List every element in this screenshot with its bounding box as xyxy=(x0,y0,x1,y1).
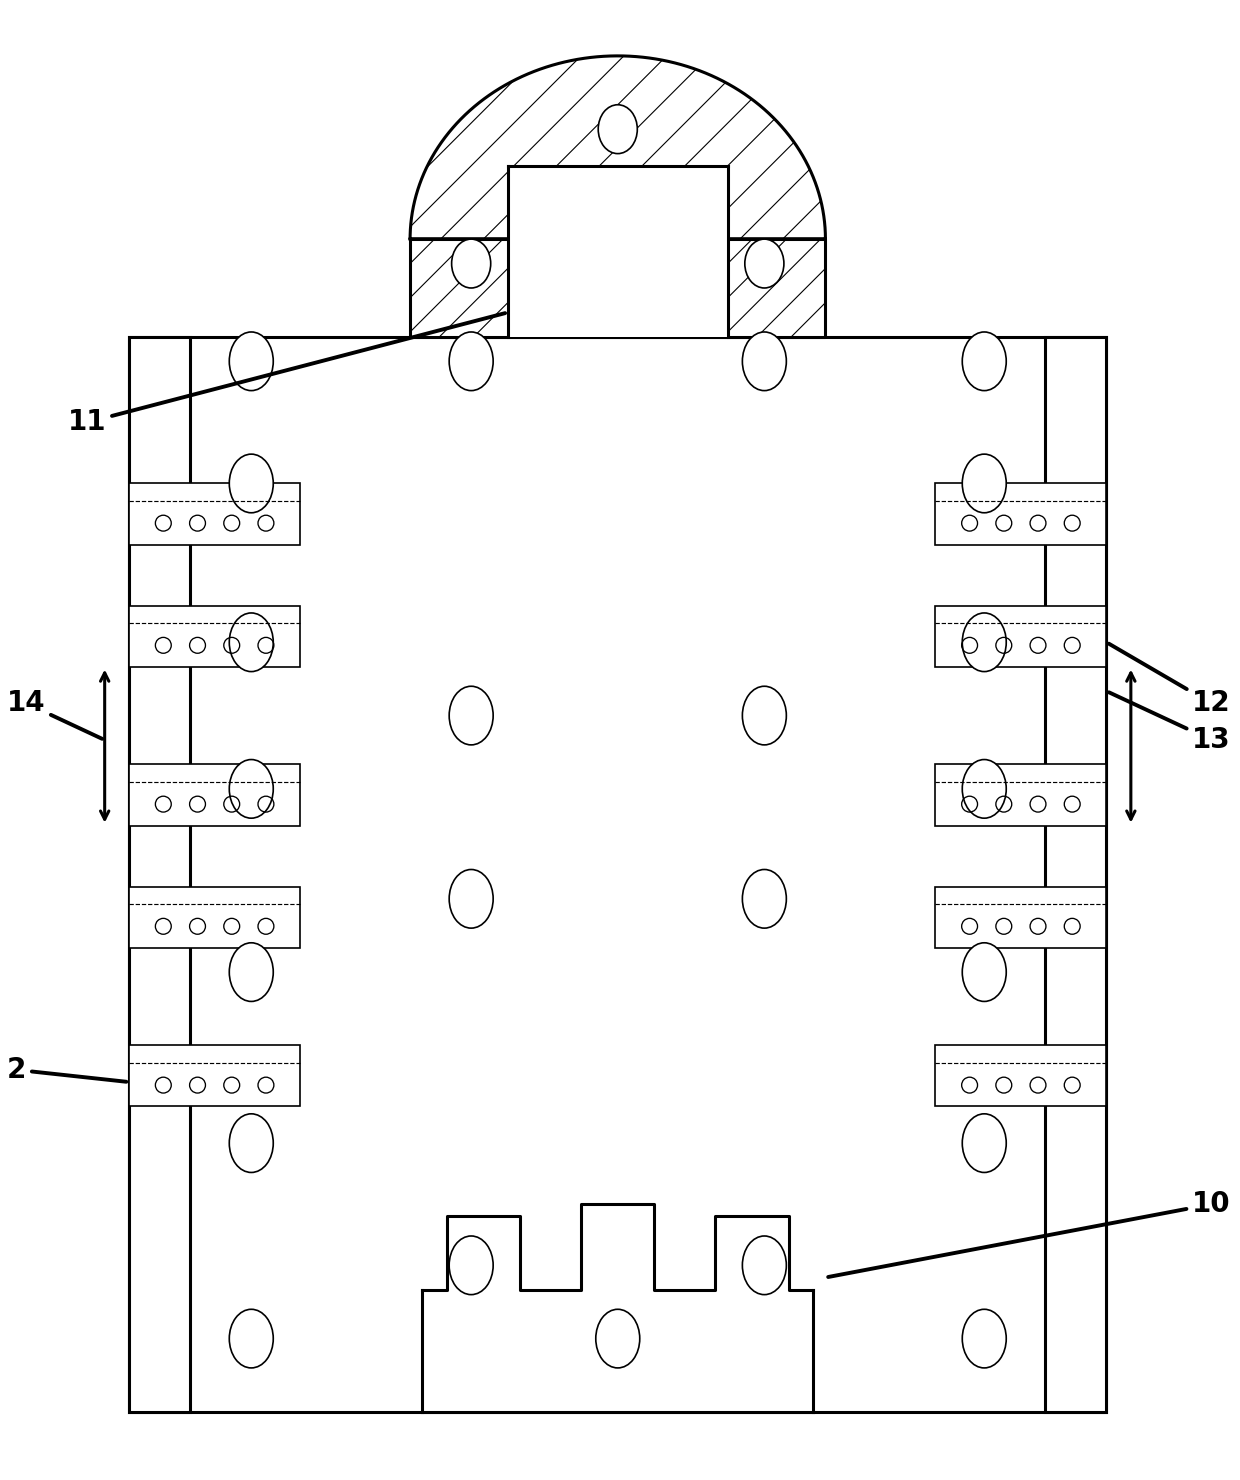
Text: 11: 11 xyxy=(68,314,505,437)
Ellipse shape xyxy=(229,332,273,391)
Text: 13: 13 xyxy=(1109,693,1230,753)
Ellipse shape xyxy=(451,240,491,289)
Bar xyxy=(935,484,1106,545)
Text: 10: 10 xyxy=(828,1190,1230,1277)
Bar xyxy=(582,1289,655,1326)
Bar xyxy=(129,605,300,666)
Text: 2: 2 xyxy=(7,1055,126,1083)
Bar xyxy=(715,1289,789,1338)
Ellipse shape xyxy=(449,1236,494,1295)
Bar xyxy=(129,887,300,947)
Ellipse shape xyxy=(229,1310,273,1368)
Bar xyxy=(935,887,1106,947)
Bar xyxy=(129,1045,300,1107)
Bar xyxy=(129,765,300,826)
Bar xyxy=(129,1045,300,1107)
Ellipse shape xyxy=(962,759,1006,818)
Bar xyxy=(508,166,728,337)
Ellipse shape xyxy=(962,943,1006,1002)
Polygon shape xyxy=(410,56,826,240)
Bar xyxy=(935,605,1106,666)
Ellipse shape xyxy=(595,1310,640,1368)
Bar xyxy=(423,1289,813,1412)
Bar xyxy=(129,484,300,545)
Bar xyxy=(410,240,826,337)
Bar xyxy=(129,887,300,947)
Bar xyxy=(129,337,1106,1412)
Ellipse shape xyxy=(229,454,273,512)
Ellipse shape xyxy=(229,943,273,1002)
Ellipse shape xyxy=(229,759,273,818)
Ellipse shape xyxy=(449,332,494,391)
Bar xyxy=(935,887,1106,947)
Bar xyxy=(129,337,190,1412)
Ellipse shape xyxy=(745,240,784,289)
Ellipse shape xyxy=(229,613,273,672)
Bar xyxy=(935,765,1106,826)
Ellipse shape xyxy=(962,332,1006,391)
Text: 12: 12 xyxy=(1109,644,1230,718)
Bar xyxy=(129,765,300,826)
Ellipse shape xyxy=(743,869,786,928)
Bar xyxy=(935,1045,1106,1107)
Bar xyxy=(1045,337,1106,1412)
Bar xyxy=(935,1045,1106,1107)
Text: 14: 14 xyxy=(7,690,102,739)
Ellipse shape xyxy=(743,687,786,744)
Ellipse shape xyxy=(962,1114,1006,1172)
Ellipse shape xyxy=(962,454,1006,512)
Bar xyxy=(446,1289,520,1338)
Ellipse shape xyxy=(449,687,494,744)
Ellipse shape xyxy=(962,613,1006,672)
Ellipse shape xyxy=(229,1114,273,1172)
Bar xyxy=(129,605,300,666)
Ellipse shape xyxy=(962,1310,1006,1368)
Bar xyxy=(935,765,1106,826)
Ellipse shape xyxy=(743,1236,786,1295)
Ellipse shape xyxy=(449,869,494,928)
Bar xyxy=(935,484,1106,545)
Bar xyxy=(129,484,300,545)
Bar xyxy=(935,605,1106,666)
Ellipse shape xyxy=(743,332,786,391)
Ellipse shape xyxy=(598,105,637,154)
